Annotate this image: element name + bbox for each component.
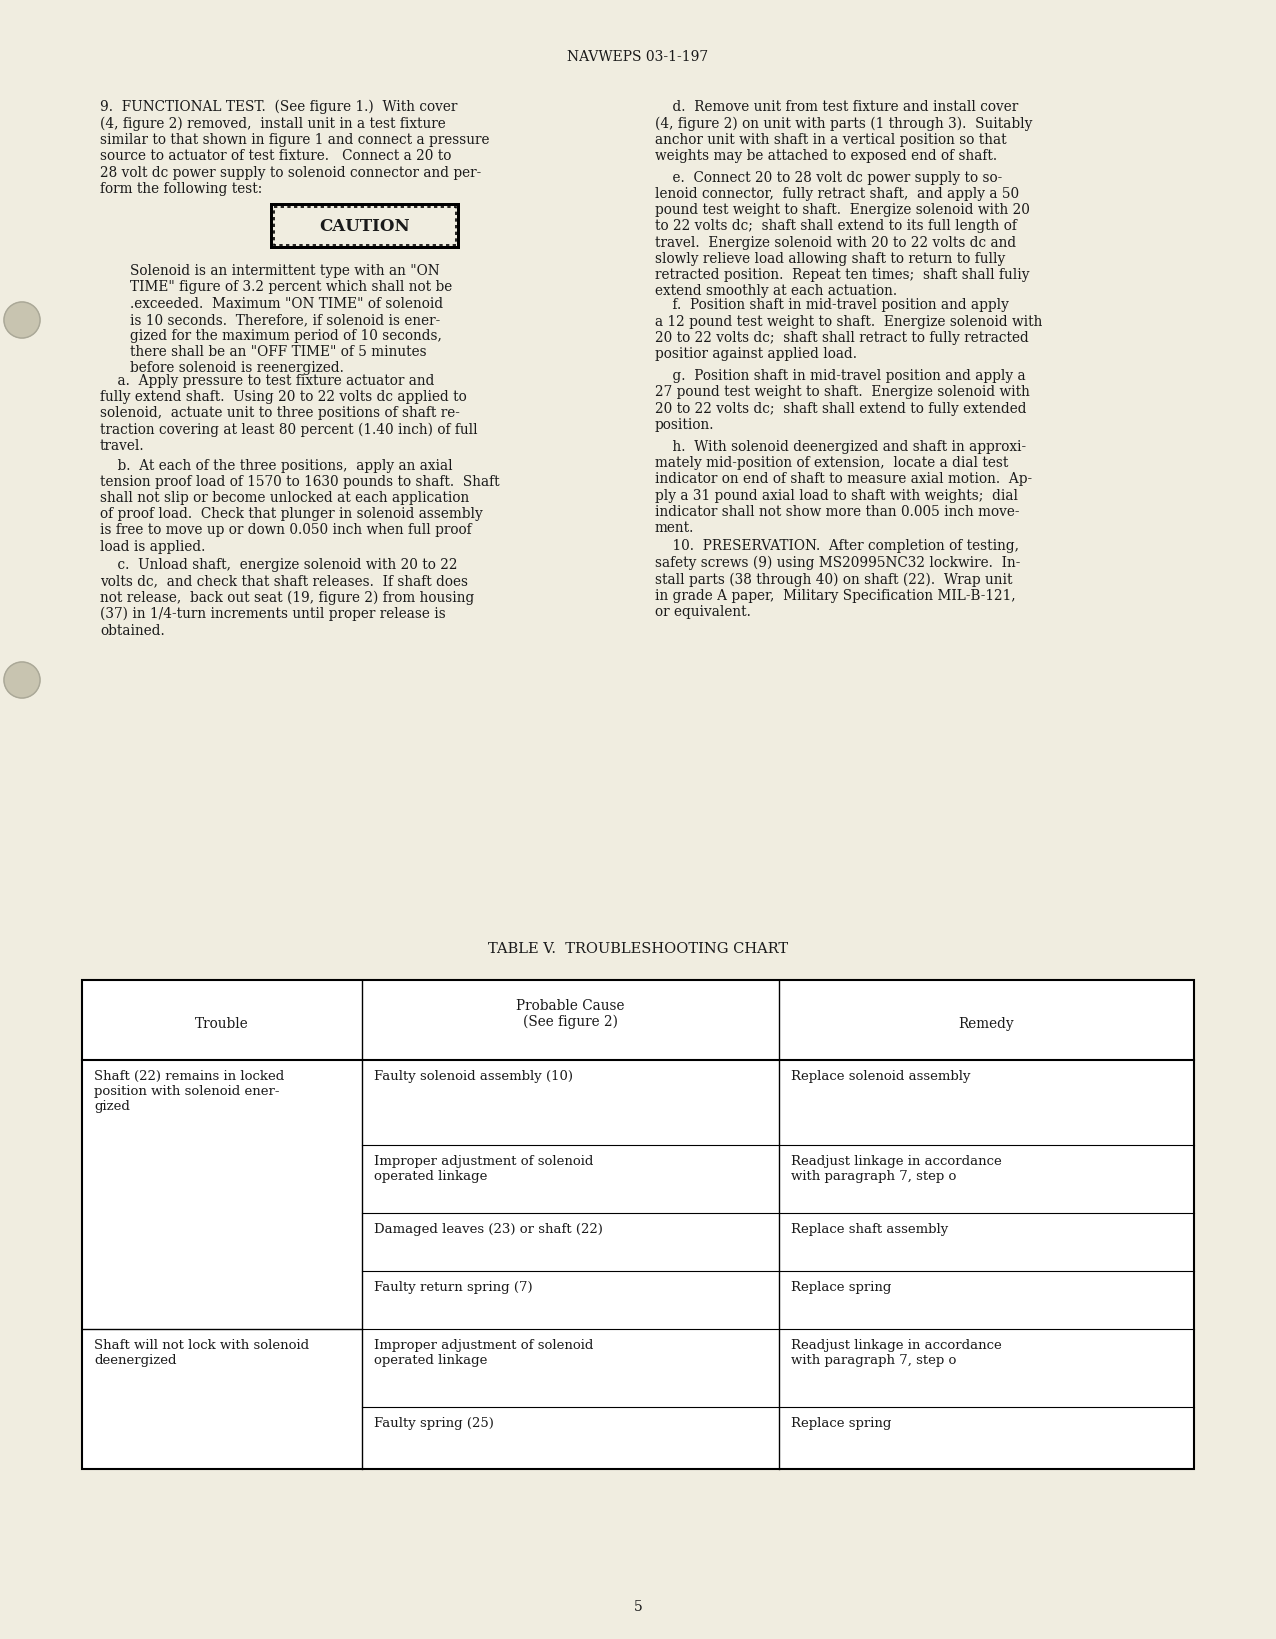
- Text: 10.  PRESERVATION.  After completion of testing,
safety screws (9) using MS20995: 10. PRESERVATION. After completion of te…: [655, 539, 1021, 620]
- Text: b.  At each of the three positions,  apply an axial
tension proof load of 1570 t: b. At each of the three positions, apply…: [100, 459, 500, 554]
- Text: Faulty spring (25): Faulty spring (25): [374, 1418, 494, 1429]
- Text: Remedy: Remedy: [958, 1018, 1014, 1031]
- Bar: [273, 207, 457, 246]
- Circle shape: [4, 302, 40, 338]
- Text: Replace solenoid assembly: Replace solenoid assembly: [791, 1070, 971, 1083]
- Text: Readjust linkage in accordance
with paragraph 7, step o: Readjust linkage in accordance with para…: [791, 1339, 1002, 1367]
- Text: Improper adjustment of solenoid
operated linkage: Improper adjustment of solenoid operated…: [374, 1155, 593, 1183]
- Text: Replace spring: Replace spring: [791, 1418, 892, 1429]
- Text: Improper adjustment of solenoid
operated linkage: Improper adjustment of solenoid operated…: [374, 1339, 593, 1367]
- Text: Damaged leaves (23) or shaft (22): Damaged leaves (23) or shaft (22): [374, 1223, 602, 1236]
- Text: d.  Remove unit from test fixture and install cover
(4, figure 2) on unit with p: d. Remove unit from test fixture and ins…: [655, 100, 1032, 162]
- Text: 5: 5: [634, 1600, 642, 1614]
- Text: Trouble: Trouble: [195, 1018, 249, 1031]
- Text: 9.  FUNCTIONAL TEST.  (See figure 1.)  With cover
(4, figure 2) removed,  instal: 9. FUNCTIONAL TEST. (See figure 1.) With…: [100, 100, 490, 195]
- Text: e.  Connect 20 to 28 volt dc power supply to so-
lenoid connector,  fully retrac: e. Connect 20 to 28 volt dc power supply…: [655, 170, 1030, 298]
- Bar: [274, 207, 456, 246]
- Text: h.  With solenoid deenergized and shaft in approxi-
mately mid-position of exten: h. With solenoid deenergized and shaft i…: [655, 439, 1032, 534]
- Text: c.  Unload shaft,  energize solenoid with 20 to 22
volts dc,  and check that sha: c. Unload shaft, energize solenoid with …: [100, 557, 475, 638]
- Text: Shaft will not lock with solenoid
deenergized: Shaft will not lock with solenoid deener…: [94, 1339, 309, 1367]
- Text: Readjust linkage in accordance
with paragraph 7, step o: Readjust linkage in accordance with para…: [791, 1155, 1002, 1183]
- Text: NAVWEPS 03-1-197: NAVWEPS 03-1-197: [568, 51, 708, 64]
- Text: Replace shaft assembly: Replace shaft assembly: [791, 1223, 948, 1236]
- Text: Shaft (22) remains in locked
position with solenoid ener-
gized: Shaft (22) remains in locked position wi…: [94, 1070, 285, 1113]
- Text: Faulty solenoid assembly (10): Faulty solenoid assembly (10): [374, 1070, 573, 1083]
- Text: CAUTION: CAUTION: [320, 218, 411, 234]
- Text: Faulty return spring (7): Faulty return spring (7): [374, 1282, 532, 1295]
- Bar: [271, 203, 461, 249]
- Circle shape: [4, 662, 40, 698]
- Text: Solenoid is an intermittent type with an "ON
TIME" figure of 3.2 percent which s: Solenoid is an intermittent type with an…: [130, 264, 452, 375]
- Text: f.  Position shaft in mid-travel position and apply
a 12 pound test weight to sh: f. Position shaft in mid-travel position…: [655, 298, 1042, 361]
- Text: a.  Apply pressure to test fixture actuator and
fully extend shaft.  Using 20 to: a. Apply pressure to test fixture actuat…: [100, 374, 477, 452]
- Bar: [82, 980, 1194, 1469]
- Text: Probable Cause
(See figure 2): Probable Cause (See figure 2): [517, 998, 625, 1029]
- Text: Replace spring: Replace spring: [791, 1282, 892, 1295]
- Text: g.  Position shaft in mid-travel position and apply a
27 pound test weight to sh: g. Position shaft in mid-travel position…: [655, 369, 1030, 431]
- Text: TABLE V.  TROUBLESHOOTING CHART: TABLE V. TROUBLESHOOTING CHART: [487, 942, 789, 956]
